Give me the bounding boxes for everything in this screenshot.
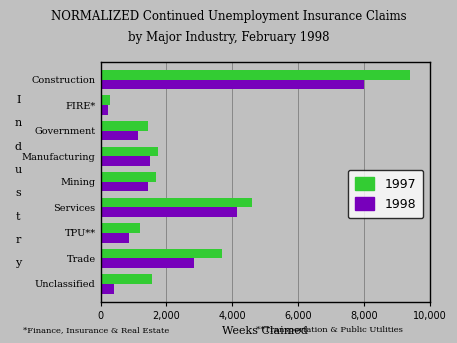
Bar — [101, 223, 140, 233]
Bar — [101, 233, 128, 243]
Bar — [101, 80, 364, 89]
Text: d: d — [15, 142, 22, 152]
Text: y: y — [15, 258, 21, 269]
Bar — [101, 70, 410, 80]
Text: by Major Industry, February 1998: by Major Industry, February 1998 — [128, 31, 329, 44]
Bar — [101, 198, 252, 207]
Text: t: t — [16, 212, 21, 222]
Bar — [101, 131, 138, 140]
Bar — [101, 121, 148, 131]
Text: NORMALIZED Continued Unemployment Insurance Claims: NORMALIZED Continued Unemployment Insura… — [51, 10, 406, 23]
Text: r: r — [16, 235, 21, 245]
Bar — [101, 182, 148, 191]
Bar — [101, 249, 222, 258]
Bar — [101, 274, 152, 284]
Bar — [101, 146, 158, 156]
Text: **Transportation & Public Utilities: **Transportation & Public Utilities — [256, 327, 403, 334]
Bar — [101, 156, 150, 166]
Text: *Finance, Insurance & Real Estate: *Finance, Insurance & Real Estate — [23, 327, 169, 334]
Bar — [101, 172, 156, 182]
Bar — [101, 207, 237, 217]
Text: n: n — [15, 118, 22, 129]
Bar — [101, 95, 111, 105]
Legend: 1997, 1998: 1997, 1998 — [348, 169, 423, 218]
Bar — [101, 105, 108, 115]
Text: s: s — [16, 188, 21, 199]
Text: I: I — [16, 95, 21, 105]
Text: u: u — [15, 165, 22, 175]
X-axis label: Weeks Claimed: Weeks Claimed — [222, 327, 308, 336]
Bar — [101, 258, 194, 268]
Bar — [101, 284, 114, 294]
